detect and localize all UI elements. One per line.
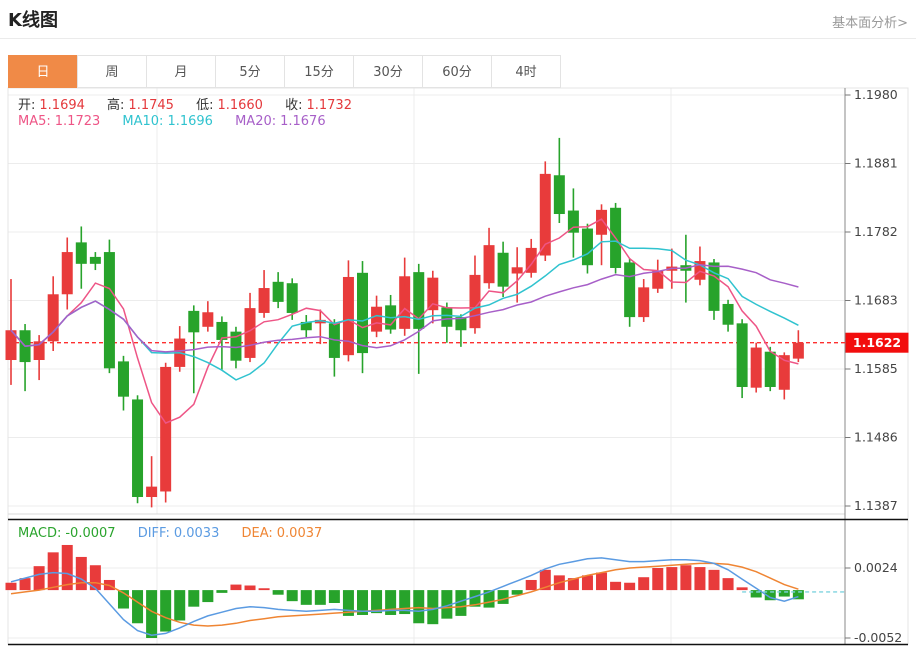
svg-text:0.0024: 0.0024 [854,560,898,575]
title-divider [0,38,916,39]
svg-text:1.1683: 1.1683 [854,293,898,308]
svg-text:-0.0052: -0.0052 [854,630,902,645]
tab-60min[interactable]: 60分 [422,55,492,88]
ma20-line [10,263,799,353]
diff-line [10,557,799,636]
svg-text:1.1486: 1.1486 [854,430,898,445]
svg-text:1.1387: 1.1387 [854,498,898,513]
macd-histogram [5,544,804,638]
fundamental-analysis-link[interactable]: 基本面分析> [832,16,908,31]
tab-4hour[interactable]: 4时 [491,55,561,88]
tab-15min[interactable]: 15分 [284,55,354,88]
svg-text:1.1782: 1.1782 [854,224,898,239]
period-tabs: 日 周 月 5分 15分 30分 60分 4时 [8,55,561,88]
svg-text:1.1881: 1.1881 [854,156,898,171]
dea-line [10,562,799,627]
grid-lines [8,88,845,645]
page-title: K线图 [8,10,58,31]
tab-day[interactable]: 日 [8,55,78,88]
tab-5min[interactable]: 5分 [215,55,285,88]
tab-30min[interactable]: 30分 [353,55,423,88]
svg-text:1.1622: 1.1622 [853,335,901,350]
macd-axis: 0.0024 -0.0052 [845,560,902,645]
tab-month[interactable]: 月 [146,55,216,88]
svg-text:1.1585: 1.1585 [854,361,898,376]
ma5-line [10,218,799,425]
chart-borders [7,87,909,646]
current-price-badge: 1.1622 [845,332,909,353]
tab-week[interactable]: 周 [77,55,147,88]
price-axis: 1.1980 1.1881 1.1782 1.1683 1.1585 1.1486 1.13… [845,87,898,513]
svg-text:1.1980: 1.1980 [854,87,898,102]
